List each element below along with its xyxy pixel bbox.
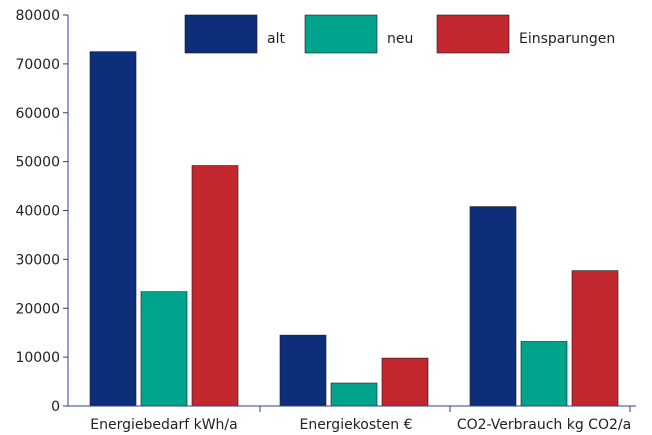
bar-einsparungen-3 bbox=[571, 270, 619, 407]
y-tick-label: 40000 bbox=[15, 204, 60, 220]
x-axis-ticks bbox=[259, 406, 631, 412]
bars bbox=[89, 51, 619, 407]
category-labels: Energiebedarf kWh/a Energiekosten € CO2-Ve… bbox=[90, 417, 631, 433]
bar-neu-1 bbox=[140, 291, 188, 407]
legend-label-neu: neu bbox=[387, 31, 413, 47]
bar-alt-1 bbox=[89, 51, 137, 407]
y-tick-label: 10000 bbox=[15, 350, 60, 366]
bar-alt-2 bbox=[279, 334, 327, 407]
legend-swatch-einsparungen bbox=[436, 14, 510, 54]
y-tick-label: 0 bbox=[51, 399, 60, 415]
bar-alt-3 bbox=[469, 206, 517, 407]
legend-swatch-neu bbox=[304, 14, 378, 54]
category-label: Energiebedarf kWh/a bbox=[90, 417, 237, 433]
legend: alt neu Einsparungen bbox=[184, 14, 615, 54]
legend-label-einsparungen: Einsparungen bbox=[519, 31, 615, 47]
y-tick-label: 50000 bbox=[15, 155, 60, 171]
y-tick-label: 80000 bbox=[15, 8, 60, 24]
y-axis-ticks: 0 10000 20000 30000 40000 50000 60000 70000 8000… bbox=[15, 8, 68, 415]
category-label: CO2-Verbrauch kg CO2/a bbox=[457, 417, 631, 433]
category-label: Energiekosten € bbox=[299, 417, 412, 433]
bar-neu-3 bbox=[520, 341, 568, 407]
legend-swatch-alt bbox=[184, 14, 258, 54]
legend-label-alt: alt bbox=[267, 31, 285, 47]
bar-einsparungen-2 bbox=[381, 357, 429, 407]
bar-einsparungen-1 bbox=[191, 165, 239, 407]
y-tick-label: 60000 bbox=[15, 106, 60, 122]
bar-neu-2 bbox=[330, 382, 378, 407]
y-tick-label: 70000 bbox=[15, 57, 60, 73]
y-tick-label: 20000 bbox=[15, 301, 60, 317]
y-tick-label: 30000 bbox=[15, 252, 60, 268]
